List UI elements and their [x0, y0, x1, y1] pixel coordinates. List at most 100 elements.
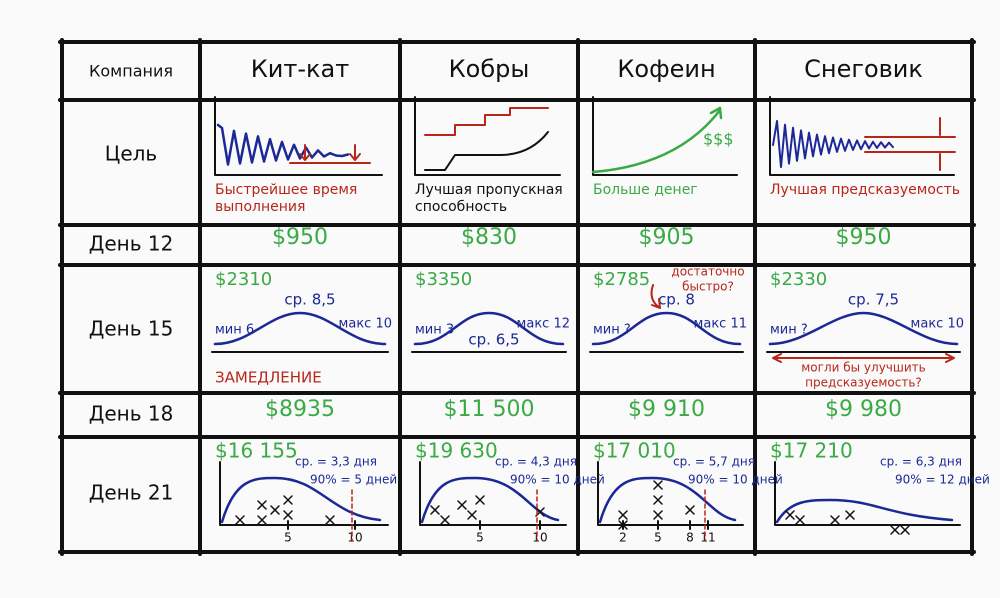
header-label: Компания	[89, 62, 173, 81]
x-mark	[795, 515, 805, 525]
column-header: Кобры	[449, 55, 530, 83]
max-label: макс 10	[911, 317, 964, 332]
goal-caption: способность	[415, 199, 507, 215]
x-mark	[257, 500, 267, 510]
amount: $3350	[415, 269, 472, 290]
amount: $16 155	[215, 439, 298, 463]
amount: $950	[272, 225, 328, 250]
tick-label: 5	[284, 531, 292, 545]
arrow	[349, 144, 361, 161]
amount: $11 500	[444, 397, 535, 422]
tick-label: 5	[654, 531, 662, 545]
tick-label: 2	[619, 531, 627, 545]
column-header: Кит-кат	[251, 55, 349, 83]
amount: $2785	[593, 269, 650, 290]
bell-curve	[413, 311, 565, 346]
avg-label: ср. 8,5	[284, 291, 335, 309]
arrow	[299, 144, 311, 161]
row-label: День 18	[89, 402, 174, 426]
goal-curve	[591, 106, 723, 174]
x-mark	[653, 495, 663, 505]
amount: $2330	[770, 269, 827, 290]
x-mark	[475, 495, 485, 505]
x-mark	[467, 510, 477, 520]
row-label: Цель	[105, 142, 157, 166]
note: предсказуемость?	[805, 376, 922, 390]
min-label: мин 3	[415, 323, 454, 338]
x-mark	[283, 510, 293, 520]
arrow	[772, 353, 955, 363]
target-line	[864, 136, 956, 153]
max-label: макс 12	[517, 317, 570, 332]
x-mark	[283, 495, 293, 505]
tick-label: 10	[532, 531, 547, 545]
goal-caption: Больше денег	[593, 182, 698, 198]
goal-caption: Лучшая предсказуемость	[770, 182, 960, 198]
x-mark	[830, 515, 840, 525]
amount: $950	[836, 225, 892, 250]
note: ЗАМЕДЛЕНИЕ	[215, 369, 322, 387]
goal-curve	[424, 131, 549, 171]
distribution-curve	[775, 498, 954, 524]
min-label: мин ?	[593, 323, 631, 338]
column-header: Снеговик	[804, 55, 923, 83]
axis	[414, 96, 561, 176]
axis	[219, 461, 389, 526]
amount: $17 210	[770, 439, 853, 463]
x-mark	[653, 510, 663, 520]
x-mark	[785, 510, 795, 520]
axis	[769, 96, 955, 176]
goal-curve	[772, 120, 894, 169]
x-mark	[325, 515, 335, 525]
avg-label: ср. 8	[658, 291, 695, 309]
x-mark	[270, 505, 280, 515]
avg-label: ср. = 3,3 дня	[295, 455, 377, 469]
x-mark	[618, 510, 628, 520]
x-mark	[900, 525, 910, 535]
min-label: мин 6	[215, 323, 254, 338]
amount: $830	[461, 225, 517, 250]
note: достаточно	[671, 265, 744, 279]
goal-caption: Лучшая пропускная	[415, 182, 563, 198]
p90-label: 90% = 10 дней	[688, 473, 783, 487]
goal-caption: Быстрейшее время	[215, 182, 357, 198]
amount: $8935	[265, 397, 335, 422]
arrow	[650, 284, 661, 309]
x-mark	[457, 500, 467, 510]
distribution-curve	[598, 476, 737, 524]
amount: $9 980	[825, 397, 902, 422]
bell-curve	[591, 311, 742, 346]
goal-curve	[216, 123, 350, 166]
x-mark	[653, 480, 663, 490]
x-mark	[685, 505, 695, 515]
goal-caption: выполнения	[215, 199, 305, 215]
p90-label: 90% = 12 дней	[895, 473, 990, 487]
tick-label: 8	[686, 531, 694, 545]
axis	[597, 461, 744, 526]
x-mark	[845, 510, 855, 520]
avg-label: ср. 7,5	[848, 291, 899, 309]
bell-curve	[213, 311, 387, 346]
amount: $905	[639, 225, 695, 250]
avg-label: ср. = 6,3 дня	[880, 455, 962, 469]
amount: $17 010	[593, 439, 676, 463]
x-mark	[890, 525, 900, 535]
x-mark	[235, 515, 245, 525]
x-mark	[257, 515, 267, 525]
x-mark	[440, 515, 450, 525]
note: могли бы улучшить	[801, 361, 925, 375]
note: быстро?	[682, 280, 734, 294]
avg-label: ср. = 4,3 дня	[495, 455, 577, 469]
axis	[214, 96, 383, 176]
amount: $19 630	[415, 439, 498, 463]
tick-label: 11	[700, 531, 715, 545]
axis	[592, 96, 738, 176]
goal-note: $$$	[703, 130, 734, 149]
x-mark	[430, 505, 440, 515]
column-header: Кофеин	[617, 55, 715, 83]
amount: $2310	[215, 269, 272, 290]
distribution-curve	[220, 476, 382, 524]
p90-label: 90% = 10 дней	[510, 473, 605, 487]
